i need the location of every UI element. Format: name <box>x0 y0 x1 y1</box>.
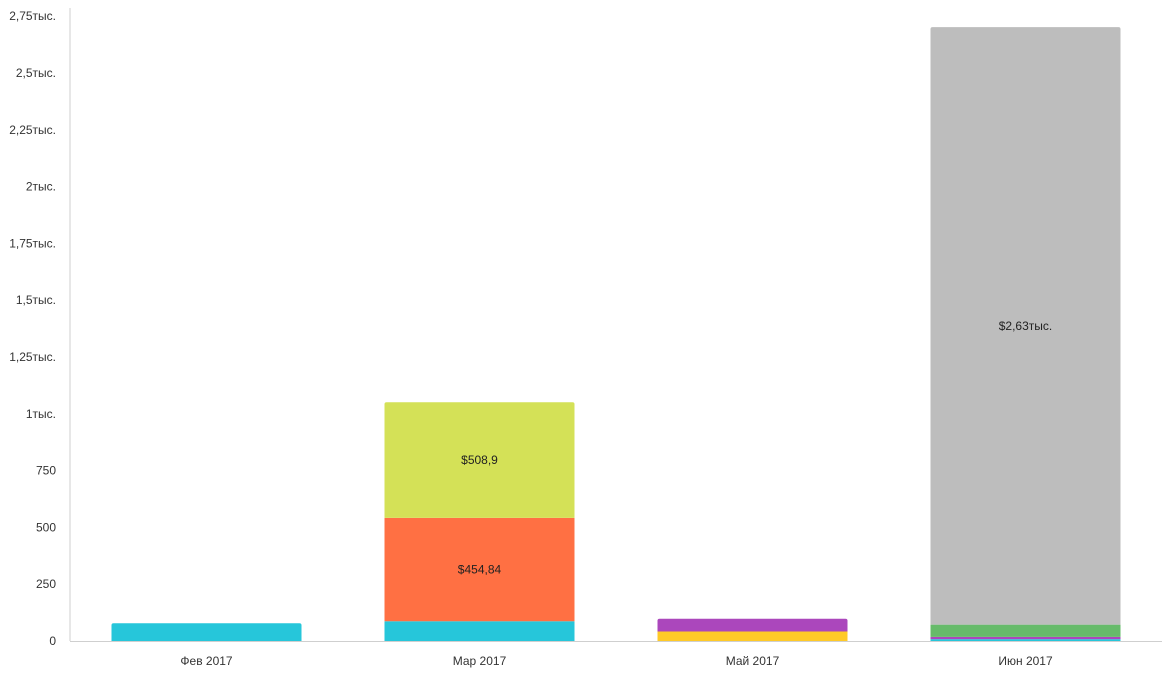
bar-segment[interactable] <box>384 517 575 622</box>
y-tick-label: 1,25тыс. <box>9 350 56 364</box>
data-label: $2,63тыс. <box>999 319 1052 333</box>
bar-segment[interactable] <box>930 639 1121 641</box>
x-tick-label: Май 2017 <box>726 654 780 668</box>
y-tick-label: 750 <box>36 464 56 478</box>
bar-segment[interactable] <box>111 623 302 641</box>
bar-segment[interactable] <box>930 636 1121 640</box>
data-label: $508,9 <box>461 453 498 467</box>
bar-segment[interactable] <box>384 621 575 641</box>
bar-segment[interactable] <box>657 618 848 632</box>
y-tick-label: 1тыс. <box>26 407 56 421</box>
bar-segment[interactable] <box>384 402 575 518</box>
bar-segment[interactable] <box>930 27 1121 625</box>
y-tick-label: 2,5тыс. <box>16 66 56 80</box>
y-tick-label: 1,5тыс. <box>16 293 56 307</box>
y-tick-label: 0 <box>49 634 56 648</box>
data-labels: $454,84 $508,9 $2,63тыс. <box>458 319 1052 577</box>
y-axis: 0 250 500 750 1тыс. 1,25тыс. 1,5тыс. 1,75тыс. 2т… <box>9 8 71 648</box>
bar-segment[interactable] <box>930 624 1121 637</box>
x-tick-label: Фев 2017 <box>180 654 233 668</box>
x-tick-label: Июн 2017 <box>998 654 1053 668</box>
data-label: $454,84 <box>458 563 502 577</box>
x-axis: Фев 2017 Мар 2017 Май 2017 Июн 2017 <box>70 641 1162 668</box>
y-tick-label: 2тыс. <box>26 180 56 194</box>
bar-segment[interactable] <box>657 631 848 641</box>
bars <box>111 27 1121 641</box>
x-tick-label: Мар 2017 <box>453 654 507 668</box>
y-tick-label: 2,75тыс. <box>9 9 56 23</box>
y-tick-label: 500 <box>36 520 56 534</box>
y-tick-label: 250 <box>36 577 56 591</box>
y-tick-label: 1,75тыс. <box>9 236 56 250</box>
y-tick-label: 2,25тыс. <box>9 123 56 137</box>
